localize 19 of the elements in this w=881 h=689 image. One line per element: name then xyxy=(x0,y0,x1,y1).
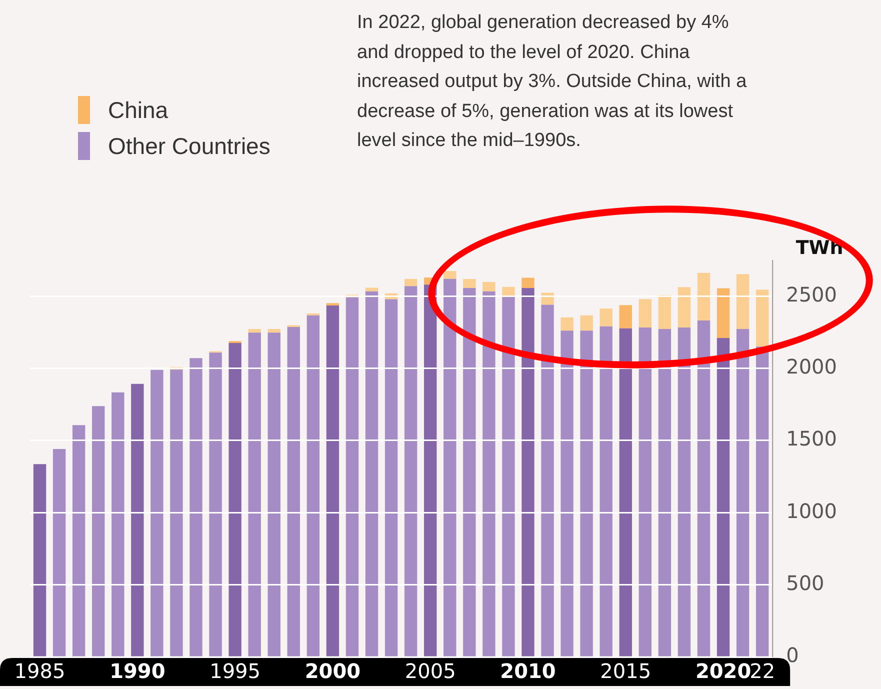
y-tick-label: 500 xyxy=(786,571,824,596)
x-tick-label: 1990 xyxy=(110,659,166,684)
x-tick-label: 1995 xyxy=(210,659,261,684)
x-tick-label: 2005 xyxy=(404,659,456,684)
x-tick-label: 2000 xyxy=(304,659,361,684)
y-tick-label: 1500 xyxy=(786,426,838,451)
legend-label: Other Countries xyxy=(108,132,270,160)
x-tick-label: 1985 xyxy=(14,659,66,684)
y-tick-label: 1000 xyxy=(786,498,838,523)
y-axis-title: TWh xyxy=(796,237,844,259)
y-tick-label: 0 xyxy=(786,643,799,668)
x-tick-label: 2020 xyxy=(695,659,752,684)
text: In 2022, global generation decreased by 4% and dropped to the level of 2020. China increased output by 3%. Outside China, with a decrease of 5%, generation was at its lowest level since the mid–1990s. xyxy=(357,11,748,153)
y-tick-label: 2500 xyxy=(786,282,838,306)
x-tick-label: 2015 xyxy=(600,659,652,684)
legend-label: China xyxy=(108,96,168,124)
x-tick-label: 2010 xyxy=(500,659,556,684)
x-tick-label: 22 xyxy=(750,659,776,684)
y-tick-label: 2000 xyxy=(786,354,838,378)
